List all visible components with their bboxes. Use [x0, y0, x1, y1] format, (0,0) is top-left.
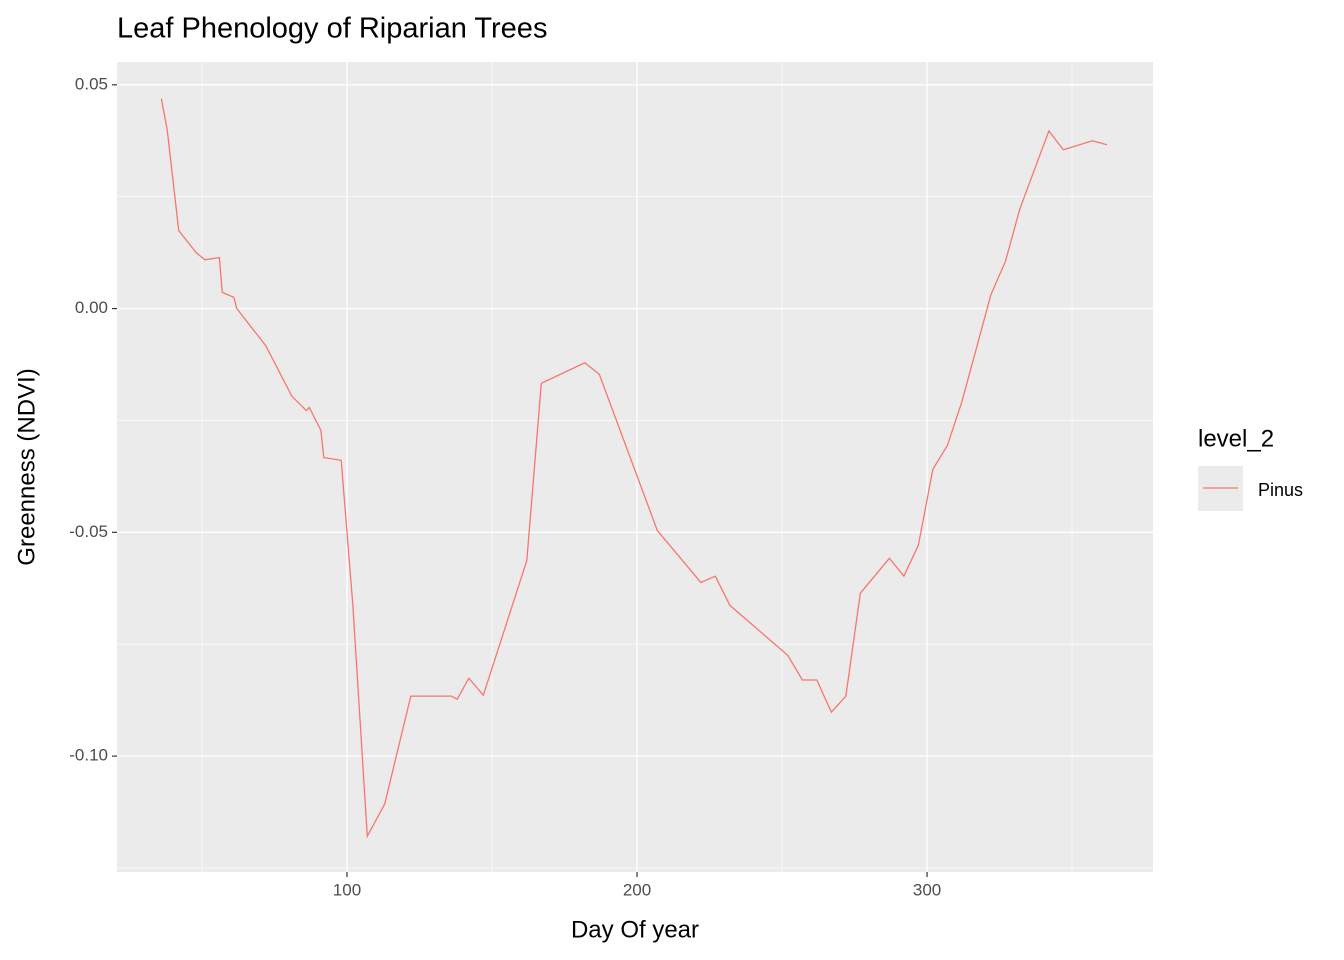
x-axis-title: Day Of year	[571, 916, 699, 943]
y-tick-label: -0.05	[69, 522, 108, 541]
y-tick-label: 0.00	[75, 298, 108, 317]
chart-title: Leaf Phenology of Riparian Trees	[117, 13, 547, 45]
y-tick-label: 0.05	[75, 74, 108, 93]
y-tick-label: -0.10	[69, 746, 108, 765]
x-tick-label: 200	[623, 880, 651, 899]
y-axis-title: Greenness (NDVI)	[13, 368, 40, 565]
x-tick-label: 100	[333, 880, 361, 899]
grid	[117, 62, 1153, 872]
marks	[160, 98, 1108, 839]
x-tick-label: 300	[913, 880, 941, 899]
legend-label: Pinus	[1258, 480, 1303, 500]
data-line	[160, 98, 1108, 839]
panel	[117, 62, 1153, 872]
legend-title: level_2	[1198, 425, 1274, 452]
